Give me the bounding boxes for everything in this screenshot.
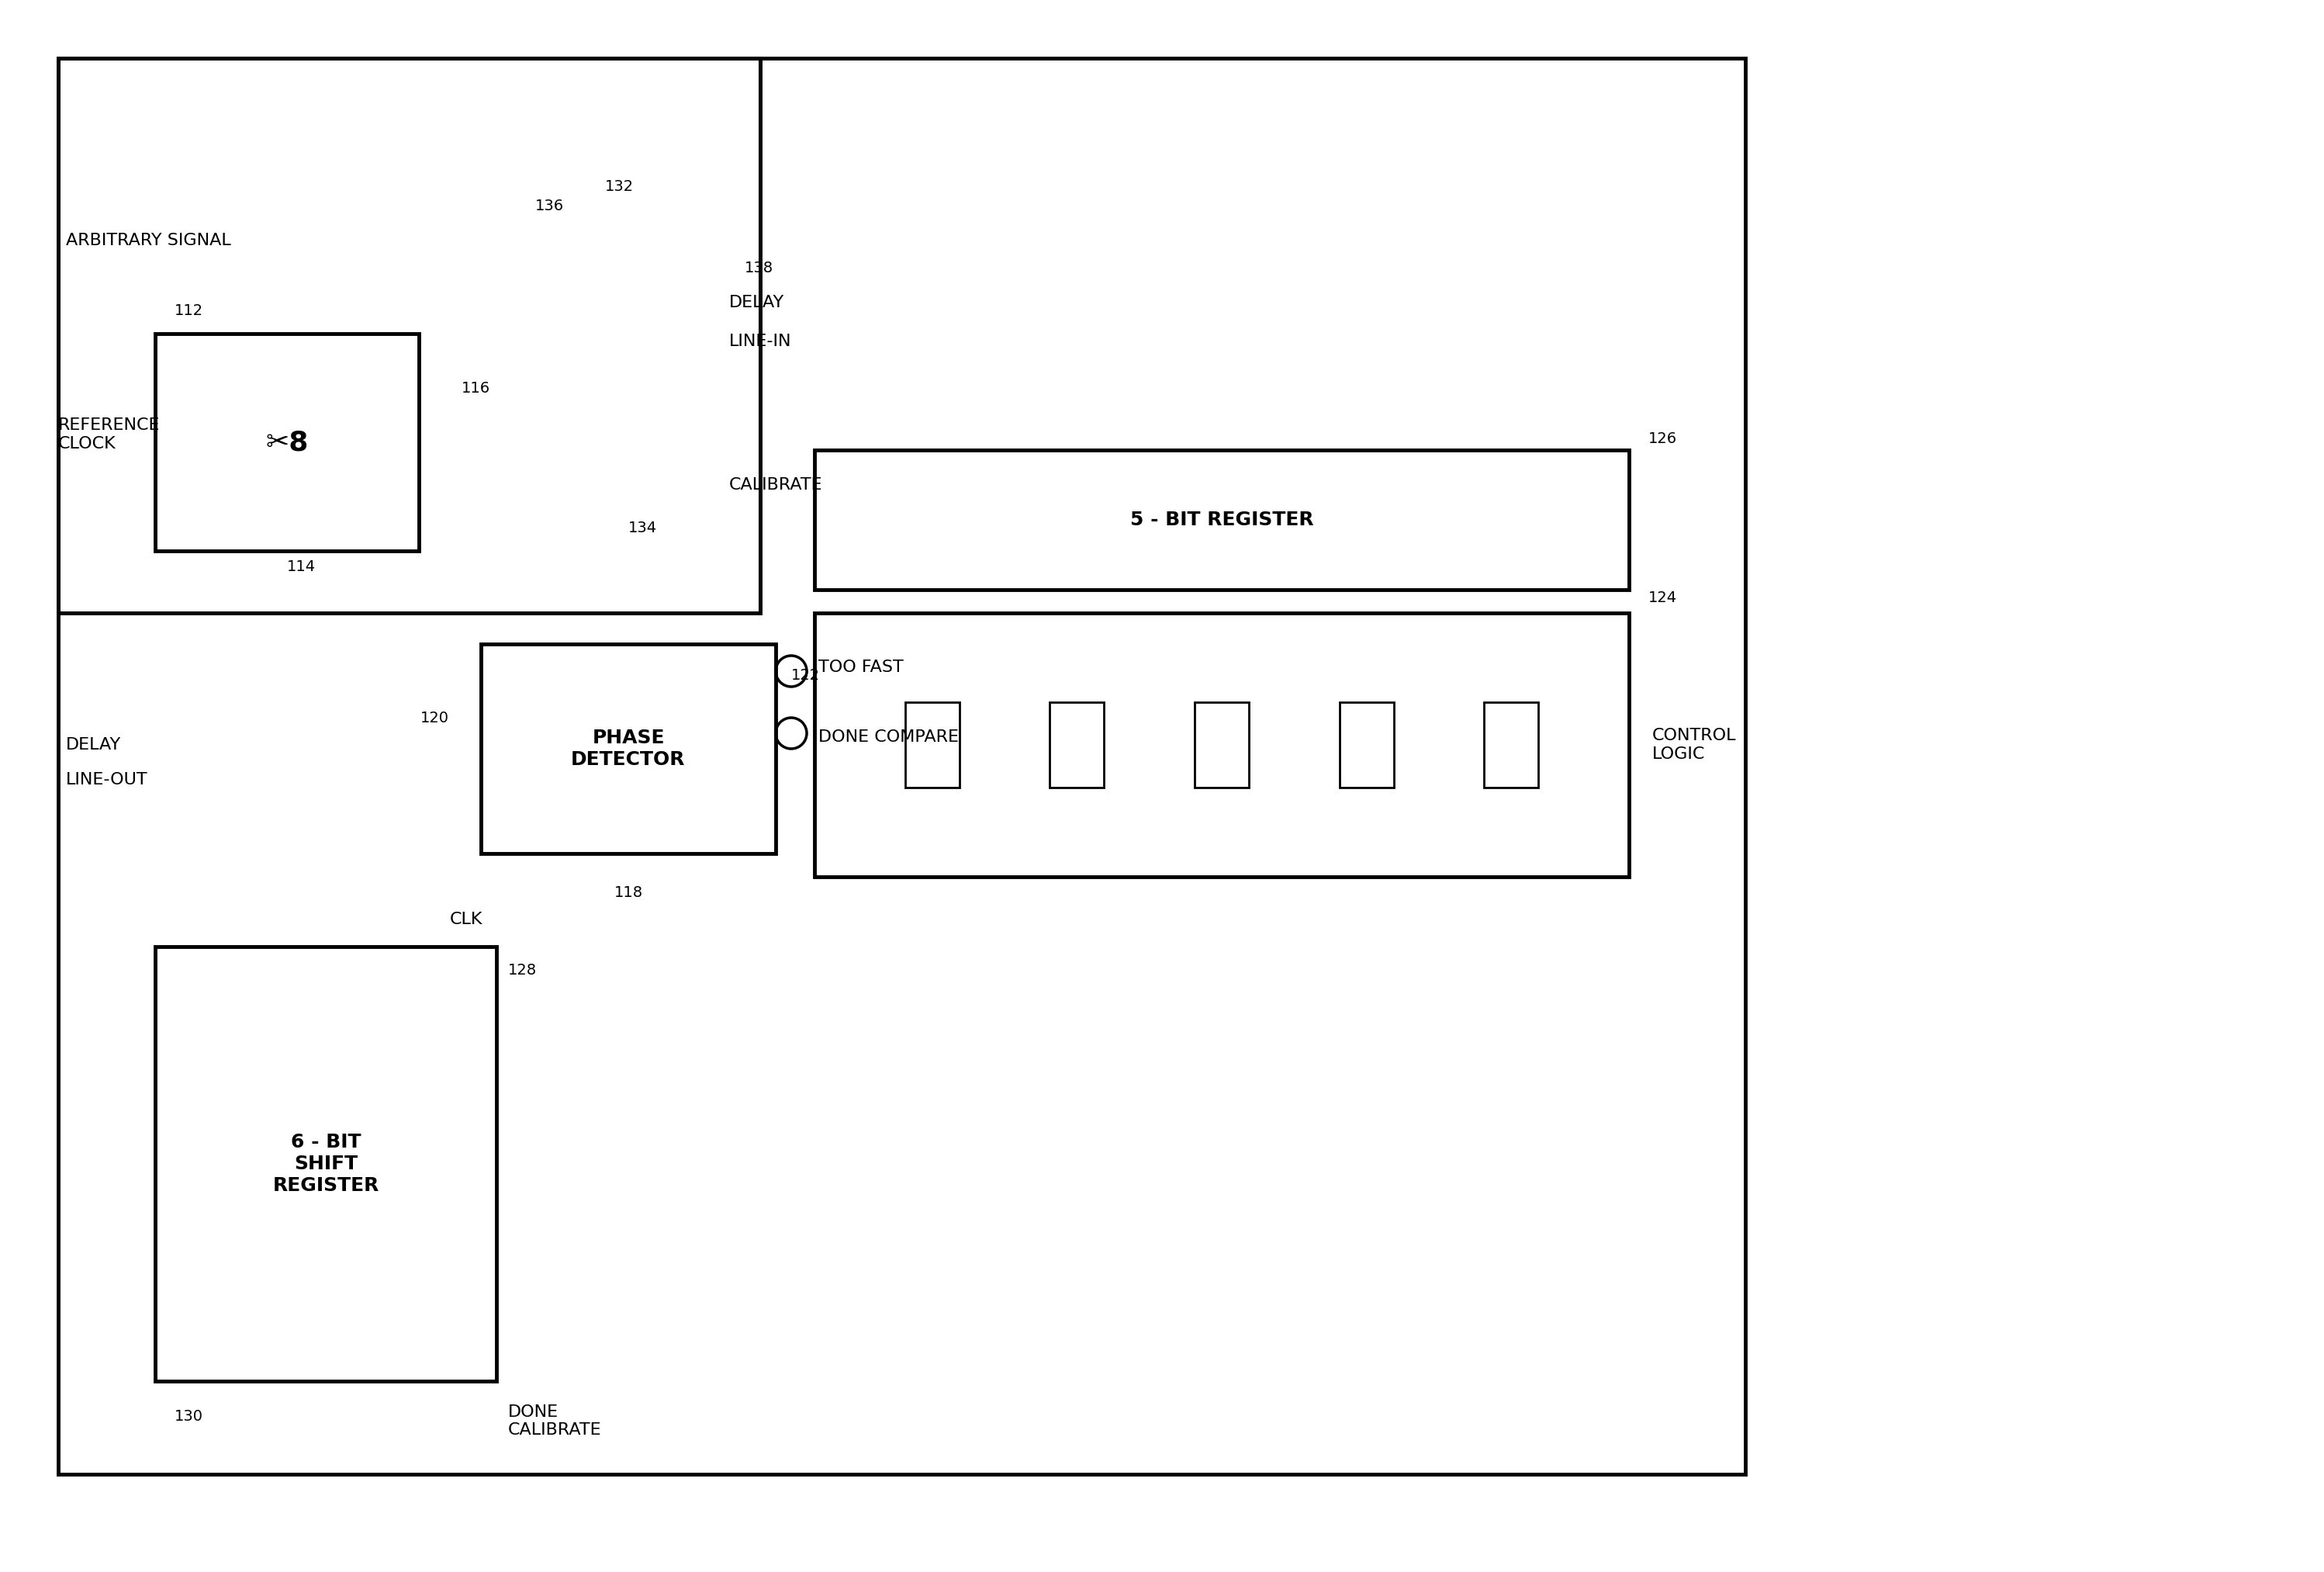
Text: 116: 116 — [462, 380, 490, 395]
Text: ✂8: ✂8 — [265, 429, 309, 456]
Text: LINE-OUT: LINE-OUT — [65, 772, 149, 788]
Text: LINE-IN: LINE-IN — [730, 333, 792, 349]
Text: ARBITRARY SIGNAL: ARBITRARY SIGNAL — [65, 233, 230, 248]
Bar — [58, 58, 1745, 1475]
Text: 120: 120 — [421, 711, 449, 725]
Text: DELAY: DELAY — [730, 296, 786, 310]
Text: CONTROL
LOGIC: CONTROL LOGIC — [1652, 728, 1736, 762]
Text: 130: 130 — [174, 1409, 202, 1423]
Text: 118: 118 — [614, 885, 644, 899]
Bar — [1195, 703, 1248, 788]
Bar — [813, 450, 1629, 590]
Text: DONE COMPARE: DONE COMPARE — [818, 729, 960, 745]
Text: CLK: CLK — [451, 912, 483, 927]
Text: 114: 114 — [286, 560, 316, 574]
Text: 138: 138 — [744, 261, 774, 275]
Bar — [1339, 703, 1394, 788]
Text: 136: 136 — [535, 198, 565, 212]
Text: 122: 122 — [790, 668, 820, 682]
Bar — [58, 58, 760, 613]
Text: 126: 126 — [1648, 431, 1678, 446]
Text: DONE
CALIBRATE: DONE CALIBRATE — [509, 1404, 602, 1438]
Text: DELAY: DELAY — [65, 737, 121, 753]
Bar — [813, 613, 1629, 877]
Bar — [1485, 703, 1538, 788]
Text: 124: 124 — [1648, 590, 1678, 605]
Bar — [156, 946, 497, 1382]
Text: 128: 128 — [509, 962, 537, 978]
Bar — [1050, 703, 1104, 788]
Text: 132: 132 — [604, 179, 634, 193]
Bar — [156, 333, 418, 550]
Text: 112: 112 — [174, 303, 202, 318]
Bar — [58, 58, 760, 613]
Text: REFERENCE
CLOCK: REFERENCE CLOCK — [58, 418, 160, 451]
Text: TOO FAST: TOO FAST — [818, 660, 904, 674]
Text: CALIBRATE: CALIBRATE — [730, 478, 823, 492]
Text: 5 - BIT REGISTER: 5 - BIT REGISTER — [1129, 511, 1313, 530]
Bar — [834, 465, 1648, 605]
Text: 6 - BIT
SHIFT
REGISTER: 6 - BIT SHIFT REGISTER — [272, 1133, 379, 1195]
Text: 134: 134 — [627, 520, 658, 534]
Text: PHASE
DETECTOR: PHASE DETECTOR — [572, 729, 686, 769]
Bar — [904, 703, 960, 788]
Bar — [481, 645, 776, 854]
